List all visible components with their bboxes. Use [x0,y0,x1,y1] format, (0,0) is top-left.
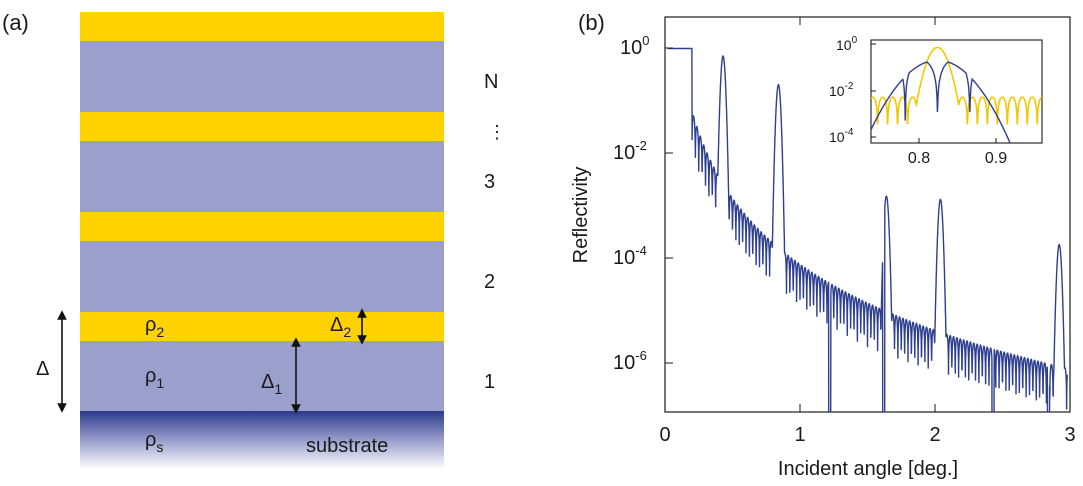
inset-blue-curve [871,61,1011,143]
substrate-block [80,411,444,469]
substrate-label: substrate [306,435,388,457]
multilayer-stack [80,12,444,469]
layer-number-3: 3 [484,171,495,193]
layer-number-2: 2 [484,271,495,293]
gold-layer [80,112,444,141]
inset-y-tick-1e-2: 10-2 [829,81,854,99]
inset-x-tick-0.9: 0.9 [985,150,1007,167]
reflectivity-curve [667,47,1068,412]
main-plot-frame [664,16,1071,413]
rho1-label: ρ1 [145,365,164,391]
x-tick-3: 3 [1064,424,1075,446]
gold-layer-rho2 [80,312,444,341]
lavender-layer-rho1 [80,341,444,411]
x-axis-ticks [664,17,1071,412]
delta1-label: Δ1 [261,371,282,397]
layer-number-1: 1 [484,371,495,393]
inset-ticks [871,43,997,143]
rho2-label: ρ2 [145,314,164,340]
y-tick-1e-2: 10-2 [613,138,647,164]
y-axis-label: Reflectivity [570,167,592,264]
x-tick-2: 2 [929,424,940,446]
y-tick-1e0: 100 [620,33,649,59]
layer-number-dots: ⋮ [488,122,506,142]
inset-y-tick-1e0: 100 [836,35,858,53]
delta2-label: Δ2 [330,314,351,340]
inset-gold-curve [871,46,1042,125]
lavender-layer [80,41,444,112]
x-tick-0: 0 [659,424,670,446]
x-axis-label: Incident angle [deg.] [778,458,958,480]
gold-layer-top [80,12,444,41]
rhos-label: ρs [145,429,163,455]
x-tick-1: 1 [794,424,805,446]
panel-a-label: (a) [2,10,29,35]
lavender-layer [80,141,444,212]
gold-layer [80,212,444,241]
y-tick-1e-4: 10-4 [613,243,647,269]
y-axis-ticks [665,47,673,364]
y-tick-1e-6: 10-6 [613,348,647,374]
delta-label: Δ [36,358,49,380]
lavender-layer [80,241,444,312]
inset-x-tick-0.8: 0.8 [908,150,930,167]
layer-number-n: N [484,71,498,93]
inset-y-tick-1e-4: 10-4 [829,127,854,145]
panel-b-label: (b) [578,10,605,35]
